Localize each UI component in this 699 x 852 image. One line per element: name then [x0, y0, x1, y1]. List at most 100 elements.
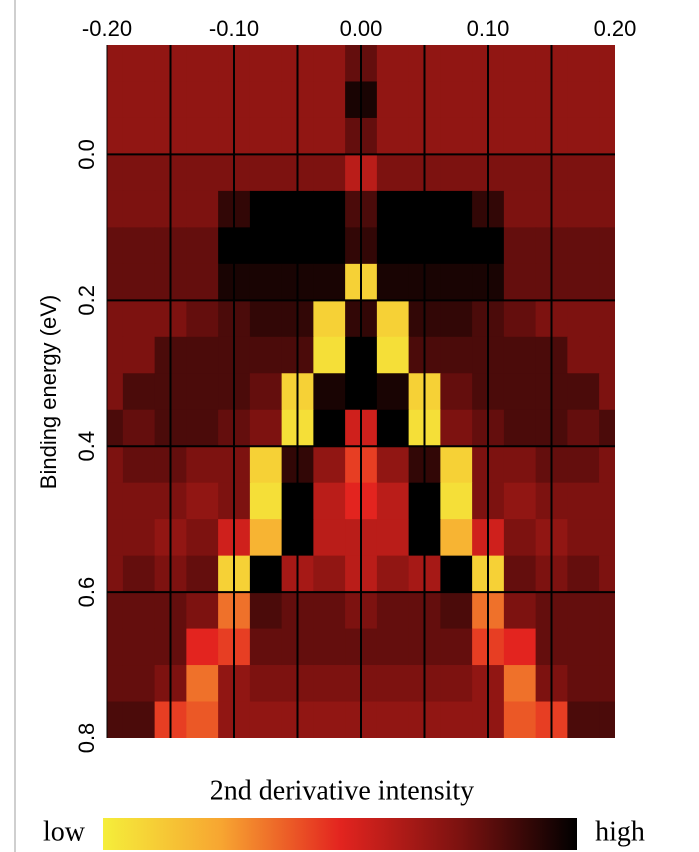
heatmap-cell — [186, 446, 219, 484]
heatmap-cell — [122, 701, 156, 738]
heatmap-cell — [122, 482, 156, 520]
heatmap-cell — [107, 117, 124, 155]
heatmap-cell — [249, 701, 283, 738]
heatmap-cell — [567, 190, 600, 228]
heatmap-cell — [440, 300, 473, 338]
x-tick-label: 0.00 — [340, 16, 383, 41]
heatmap-cell — [599, 336, 615, 374]
heatmap-cell — [186, 227, 219, 265]
heatmap-cell — [107, 665, 124, 703]
heatmap-cell — [376, 190, 410, 228]
heatmap-cell — [313, 409, 346, 447]
heatmap-cell — [313, 482, 346, 520]
heatmap-cell — [567, 555, 600, 593]
heatmap-cell — [503, 628, 537, 666]
heatmap-cell — [440, 190, 473, 228]
heatmap-cell — [107, 409, 124, 447]
heatmap-cell — [599, 81, 615, 119]
heatmap-cell — [376, 482, 410, 520]
heatmap-cell — [599, 665, 615, 703]
heatmap-cell — [107, 227, 124, 265]
heatmap-cell — [599, 592, 615, 630]
y-tick-label: 0.4 — [74, 431, 99, 462]
heatmap-cell — [122, 190, 156, 228]
heatmap-cell — [599, 519, 615, 557]
heatmap-cell — [567, 45, 600, 82]
heatmap-cell — [440, 336, 473, 374]
heatmap-cell — [122, 300, 156, 338]
heatmap-cell — [186, 628, 219, 666]
heatmap-cell — [122, 154, 156, 192]
heatmap-cell — [440, 409, 473, 447]
heatmap-cell — [107, 555, 124, 593]
heatmap-cell — [599, 482, 615, 520]
heatmap-cell — [567, 81, 600, 119]
heatmap-cell — [313, 628, 346, 666]
heatmap-cell — [249, 117, 283, 155]
heatmap-cell — [567, 446, 600, 484]
heatmap-cell — [599, 117, 615, 155]
heatmap-cell — [440, 81, 473, 119]
heatmap-cell — [313, 592, 346, 630]
colorbar-low: low — [43, 816, 86, 847]
heatmap-cell — [440, 555, 473, 593]
heatmap-cell — [107, 154, 124, 192]
heatmap-cell — [122, 519, 156, 557]
heatmap-cell — [440, 117, 473, 155]
heatmap-cell — [376, 446, 410, 484]
heatmap-cell — [599, 263, 615, 301]
heatmap-cell — [567, 263, 600, 301]
heatmap-cell — [249, 373, 283, 411]
heatmap-cell — [122, 665, 156, 703]
heatmap-cell — [249, 45, 283, 82]
heatmap-cell — [249, 300, 283, 338]
heatmap-cell — [186, 701, 219, 738]
heatmap-cell — [186, 81, 219, 119]
heatmap-cell — [376, 336, 410, 374]
heatmap-cell — [249, 482, 283, 520]
colorbar-label: 2nd derivative intensity — [210, 775, 474, 806]
heatmap-cell — [107, 373, 124, 411]
heatmap-cell — [599, 190, 615, 228]
heatmap-cell — [249, 154, 283, 192]
heatmap-cell — [440, 701, 473, 738]
heatmap-cell — [107, 701, 124, 738]
heatmap-cell — [567, 701, 600, 738]
heatmap-cell — [503, 482, 537, 520]
heatmap-cell — [376, 263, 410, 301]
heatmap-cell — [313, 519, 346, 557]
heatmap-cell — [440, 263, 473, 301]
heatmap-cell — [567, 519, 600, 557]
heatmap-cell — [186, 555, 219, 593]
y-tick-label: 0.6 — [74, 577, 99, 608]
heatmap-cell — [567, 592, 600, 630]
heatmap-cell — [122, 81, 156, 119]
heatmap-cell — [107, 81, 124, 119]
heatmap-cell — [440, 227, 473, 265]
heatmap-cell — [107, 263, 124, 301]
heatmap-cell — [313, 263, 346, 301]
heatmap-cell — [376, 45, 410, 82]
heatmap-cell — [376, 665, 410, 703]
heatmap-cell — [122, 117, 156, 155]
heatmap-cell — [107, 628, 124, 666]
heatmap-cell — [440, 592, 473, 630]
heatmap-cell — [503, 81, 537, 119]
heatmap-cell — [440, 482, 473, 520]
heatmap-cell — [599, 373, 615, 411]
heatmap-cell — [122, 409, 156, 447]
heatmap-cell — [313, 373, 346, 411]
heatmap-cell — [249, 81, 283, 119]
heatmap-cell — [376, 409, 410, 447]
heatmap-cell — [107, 592, 124, 630]
heatmap-cell — [186, 373, 219, 411]
heatmap-cell — [376, 227, 410, 265]
heatmap-cell — [186, 263, 219, 301]
heatmap-cell — [599, 45, 615, 82]
heatmap-cell — [249, 592, 283, 630]
heatmap-cell — [567, 336, 600, 374]
heatmap-cell — [503, 519, 537, 557]
heatmap-cell — [249, 227, 283, 265]
heatmap-cell — [186, 300, 219, 338]
